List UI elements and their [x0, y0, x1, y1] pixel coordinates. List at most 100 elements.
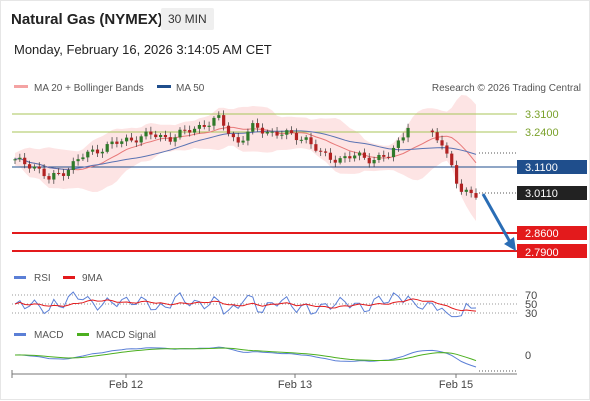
- candle-down: [256, 123, 260, 128]
- candle-down: [115, 141, 119, 144]
- candle-down: [323, 151, 328, 153]
- candle-up: [391, 147, 396, 158]
- candle-down: [382, 154, 386, 157]
- candle-down: [290, 130, 294, 134]
- candle-up: [178, 129, 182, 138]
- candle-down: [222, 115, 226, 126]
- last-price-label: 3.0110: [525, 188, 558, 200]
- candle-up: [81, 157, 85, 160]
- candle-down: [149, 131, 153, 135]
- macd-legend-label: MACD: [34, 330, 63, 341]
- candle-down: [183, 129, 187, 131]
- candle-up: [285, 130, 289, 135]
- candle-up: [265, 131, 269, 134]
- candle-down: [202, 124, 206, 127]
- candle-down: [260, 127, 265, 134]
- last-price-box: [517, 186, 587, 200]
- rsi-legend-label: RSI: [34, 273, 51, 284]
- candle-up: [207, 125, 211, 127]
- macd-signal-legend-swatch: [77, 333, 89, 336]
- candle-down: [134, 140, 138, 143]
- candle-up: [76, 159, 80, 162]
- rsi-legend: RSI 9MA: [14, 273, 103, 284]
- rsi-legend-swatch: [14, 276, 26, 279]
- ma50-legend-swatch: [157, 85, 171, 88]
- level-3.1100-box: [517, 160, 587, 174]
- candle-down: [129, 137, 134, 141]
- candle-up: [343, 156, 347, 159]
- datetime-label: Monday, February 16, 2026 3:14:05 AM CET: [14, 42, 272, 57]
- candle-up: [173, 137, 177, 142]
- candle-down: [362, 152, 366, 158]
- ma50-legend-label: MA 50: [176, 83, 205, 94]
- candle-down: [154, 134, 158, 138]
- candle-up: [66, 170, 70, 176]
- level-2.7900-box: [517, 244, 587, 258]
- candle-down: [23, 157, 27, 165]
- rsi-ma-line: [14, 298, 477, 312]
- candle-down: [309, 137, 313, 145]
- candle-down: [430, 130, 434, 133]
- candle-down: [454, 165, 459, 184]
- candle-up: [71, 161, 75, 171]
- candle-up: [246, 131, 250, 141]
- candle-down: [27, 164, 32, 169]
- candle-down: [47, 176, 51, 180]
- macd-zero-label: 0: [525, 350, 531, 362]
- candle-down: [61, 173, 66, 176]
- credit-text: Research © 2026 Trading Central: [432, 83, 581, 94]
- candle-up: [100, 151, 104, 154]
- candle-down: [95, 149, 100, 154]
- candle-up: [105, 144, 109, 152]
- candle-up: [212, 117, 216, 126]
- candle-up: [338, 158, 342, 163]
- candle-up: [357, 152, 362, 156]
- candle-up: [18, 157, 22, 160]
- candle-up: [32, 166, 37, 169]
- level-3.1100-label: 3.1100: [525, 162, 558, 174]
- level-2.8600-label: 2.8600: [525, 228, 559, 240]
- candle-down: [294, 133, 299, 141]
- candle-up: [299, 139, 303, 141]
- rsi-70-label: 70: [525, 290, 537, 302]
- candle-down: [440, 140, 444, 146]
- candle-down: [42, 168, 46, 177]
- candle-down: [459, 183, 464, 192]
- candle-up: [158, 134, 163, 138]
- level-2.8600-box: [517, 226, 587, 240]
- candle-up: [91, 149, 95, 152]
- ma20-legend-label: MA 20 + Bollinger Bands: [34, 83, 144, 94]
- candle-down: [348, 156, 352, 159]
- candle-up: [13, 159, 17, 161]
- candle-down: [236, 137, 240, 143]
- candle-down: [367, 157, 371, 164]
- ma50-line: [14, 130, 477, 170]
- main-legend: MA 20 + Bollinger Bands MA 50 Research ©…: [14, 83, 581, 94]
- candle-up: [401, 137, 405, 141]
- candle-down: [319, 150, 323, 152]
- candle-up: [192, 128, 197, 133]
- instrument-title: Natural Gas (NYMEX): [11, 11, 163, 28]
- x-label-feb15: Feb 15: [439, 379, 473, 391]
- level-2.7900-label: 2.7900: [525, 247, 559, 259]
- candle-up: [144, 131, 148, 137]
- candle-up: [396, 140, 400, 148]
- candle-down: [387, 156, 391, 158]
- candle-down: [328, 152, 333, 160]
- candle-down: [445, 145, 449, 154]
- ma20-line: [14, 126, 477, 171]
- candle-down: [435, 132, 439, 141]
- forecast-arrow: [481, 193, 516, 251]
- candle-down: [37, 166, 41, 169]
- candle-down: [57, 172, 61, 174]
- candle-down: [275, 131, 279, 136]
- candle-up: [125, 137, 129, 142]
- rsi9ma-legend-label: 9MA: [82, 273, 103, 284]
- candle-up: [110, 141, 114, 145]
- candle-up: [372, 159, 376, 164]
- candle-up: [406, 127, 410, 138]
- candle-up: [197, 124, 201, 129]
- interval-badge[interactable]: 30 MIN: [161, 8, 214, 30]
